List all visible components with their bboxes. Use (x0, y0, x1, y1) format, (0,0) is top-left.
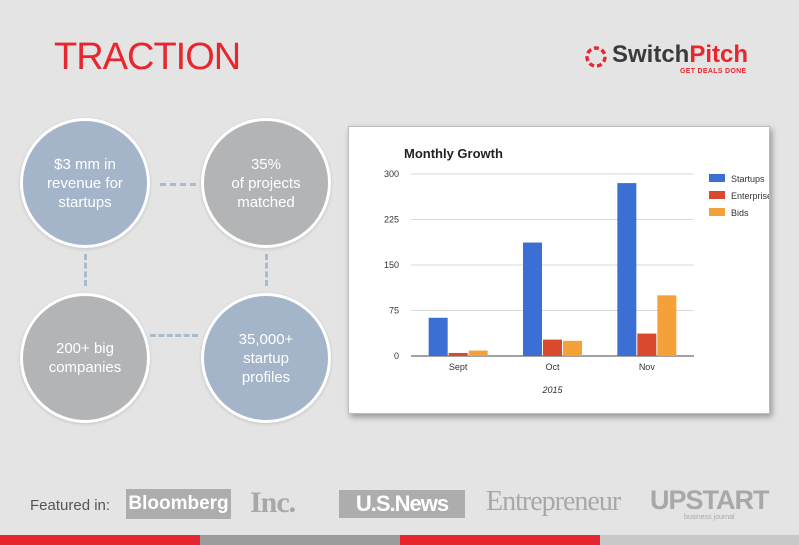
bar-startups-oct (523, 242, 542, 356)
y-tick-label: 75 (389, 306, 399, 316)
logo-wordmark: SwitchPitch (612, 41, 748, 69)
bloomberg-logo: Bloomberg (126, 489, 231, 519)
metric-companies-text: 200+ big companies (48, 340, 122, 376)
metric-companies: 200+ big companies (20, 293, 150, 423)
legend-swatch (709, 208, 725, 216)
switchpitch-logo: SwitchPitch GET DEALS DONE (584, 40, 764, 78)
entrepreneur-logo: Entrepreneur (486, 486, 621, 517)
connector-bottom (150, 334, 198, 337)
switchpitch-logo-icon (585, 46, 607, 68)
metric-bubbles: $3 mm in revenue for startups 35% of pro… (0, 0, 340, 545)
monthly-growth-chart: Monthly Growth 0 75 150 225 300 Sept Oct Nov 2015… (348, 126, 770, 414)
connector-top (160, 183, 196, 186)
metric-revenue: $3 mm in revenue for startups (20, 118, 150, 248)
upstart-logo: UPSTART (650, 485, 769, 515)
legend-swatch (709, 174, 725, 182)
metric-projects-text: 35% of projects matched (231, 155, 301, 211)
bar-bids-nov (657, 295, 677, 356)
bar-startups-sept (428, 317, 448, 356)
y-tick-label: 300 (384, 169, 399, 179)
y-tick-label: 150 (384, 260, 399, 270)
bar-bids-oct (563, 340, 582, 356)
metric-projects-matched: 35% of projects matched (201, 118, 331, 248)
metric-profiles-text: 35,000+ startup profiles (238, 330, 294, 386)
legend-label: Bids (731, 208, 749, 218)
logo-name-part1: Switch (612, 41, 690, 68)
legend-label: Startups (731, 174, 765, 184)
footer-color-bar (0, 535, 799, 545)
connector-left (84, 254, 87, 286)
x-tick-label: Nov (639, 362, 656, 372)
slide-title: TRACTION (54, 36, 241, 78)
footer-bar-segment (200, 535, 400, 545)
legend-label: Enterprise (731, 191, 769, 201)
x-axis-label: 2015 (541, 385, 563, 395)
x-tick-label: Sept (449, 362, 468, 372)
footer-bar-segment (0, 535, 200, 545)
connector-right (265, 254, 268, 286)
usnews-logo: U.S.News (339, 490, 465, 518)
x-tick-label: Oct (545, 362, 560, 372)
bar-enterprise-nov (637, 333, 657, 356)
chart-canvas: Monthly Growth 0 75 150 225 300 Sept Oct Nov 2015… (384, 146, 769, 395)
featured-label: Featured in: (30, 497, 111, 514)
metric-revenue-text: $3 mm in revenue for startups (47, 155, 123, 211)
y-tick-label: 225 (384, 215, 399, 225)
logo-tagline: GET DEALS DONE (680, 68, 747, 75)
chart-title: Monthly Growth (404, 146, 503, 161)
bar-enterprise-oct (543, 339, 562, 356)
y-tick-label: 0 (394, 351, 399, 361)
inc-logo: Inc. (250, 486, 296, 519)
bar-startups-nov (617, 183, 637, 356)
metric-startup-profiles: 35,000+ startup profiles (201, 293, 331, 423)
bar-bids-sept (468, 350, 488, 356)
legend-swatch (709, 191, 725, 199)
footer-bar-segment (400, 535, 600, 545)
upstart-logo-subtitle: business journal (684, 514, 735, 521)
footer-bar-segment (600, 535, 799, 545)
bar-enterprise-sept (448, 352, 468, 356)
logo-name-part2: Pitch (689, 41, 749, 68)
